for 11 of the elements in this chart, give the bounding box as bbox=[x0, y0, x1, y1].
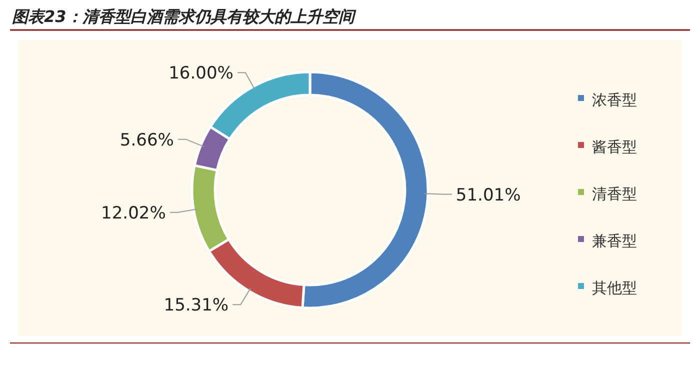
legend-label: 其他型 bbox=[592, 279, 637, 297]
legend-label: 清香型 bbox=[592, 185, 637, 203]
data-label: 51.01% bbox=[456, 185, 521, 206]
legend-label: 浓香型 bbox=[592, 91, 637, 109]
data-label: 5.66% bbox=[120, 130, 174, 150]
data-label: 12.02% bbox=[101, 203, 166, 224]
data-label: 16.00% bbox=[168, 64, 234, 84]
data-label: 15.31% bbox=[164, 296, 229, 316]
legend-label: 酱香型 bbox=[592, 138, 637, 156]
chart-title: 图表23：清香型白酒需求仍具有较大的上升空间 bbox=[12, 7, 356, 26]
legend-label: 兼香型 bbox=[592, 232, 637, 250]
